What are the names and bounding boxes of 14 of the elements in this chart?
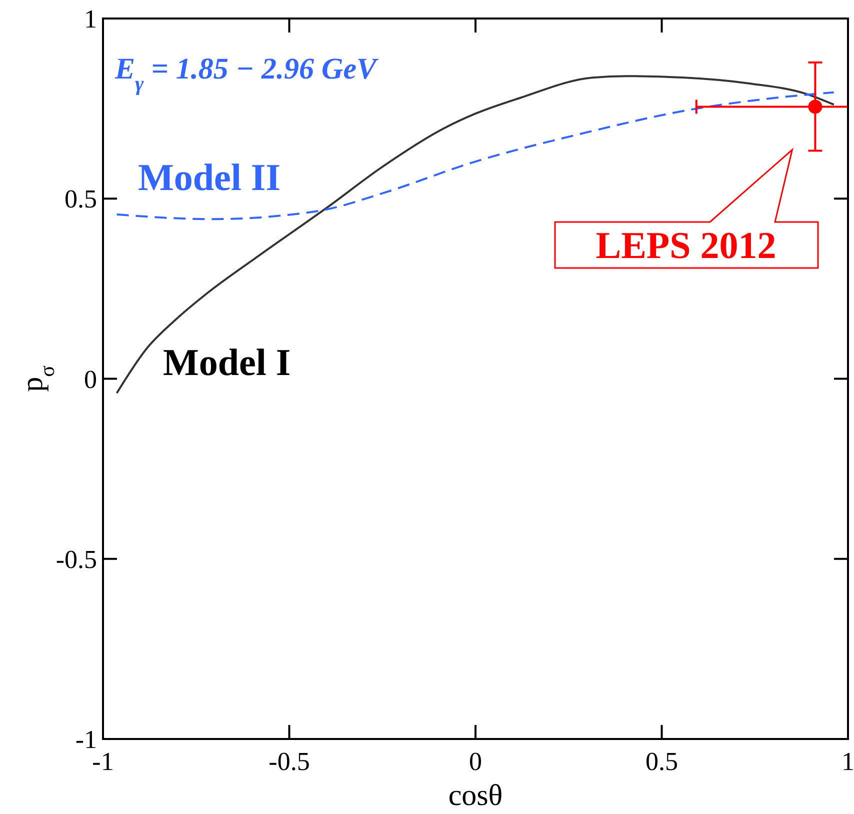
y-tick-label: 1 bbox=[84, 4, 97, 34]
x-axis-title: cosθ bbox=[448, 779, 503, 812]
x-tick-label: 0.5 bbox=[646, 747, 678, 776]
annotation: E$_{γ}$ = 1.85 − 2.96 GeV bbox=[114, 52, 380, 96]
series-label: Model II bbox=[138, 157, 280, 199]
x-tick-label: -0.5 bbox=[268, 747, 310, 776]
y-tick-label: -0.5 bbox=[56, 544, 97, 574]
y-tick-label: 0 bbox=[84, 364, 97, 394]
y-tick-label: 0.5 bbox=[64, 184, 97, 214]
x-tick-label: 1 bbox=[842, 747, 854, 776]
series-label: Model I bbox=[163, 342, 291, 384]
x-tick-label: 0 bbox=[469, 747, 482, 776]
y-tick-label: -1 bbox=[75, 725, 97, 754]
text: LEPS 2012 bbox=[596, 225, 776, 267]
